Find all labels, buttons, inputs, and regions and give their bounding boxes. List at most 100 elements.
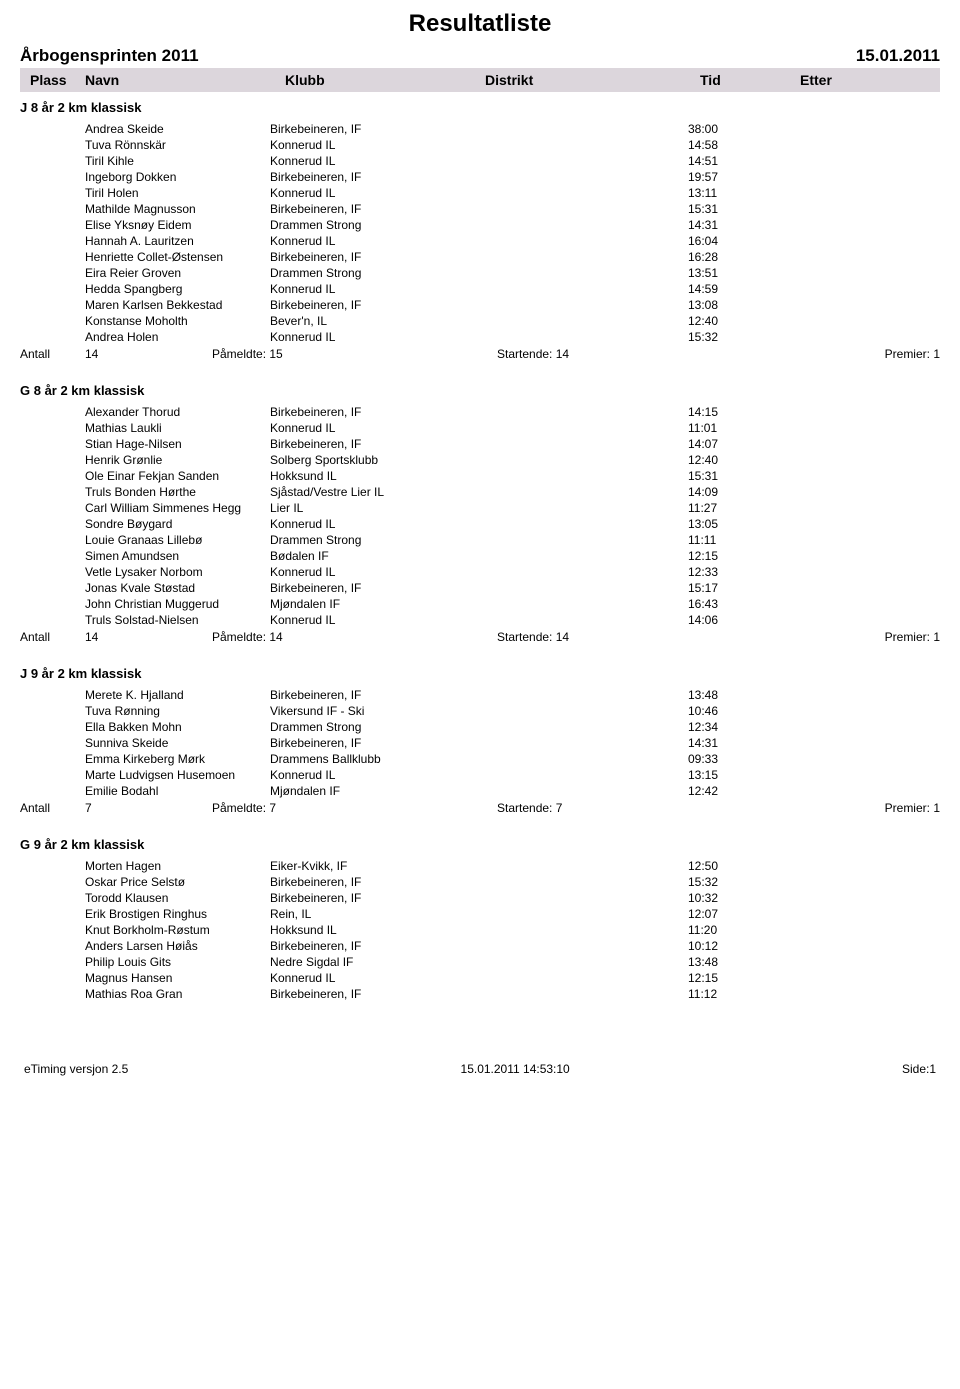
result-club: Konnerud IL	[270, 565, 688, 579]
result-row: Tiril KihleKonnerud IL14:51	[20, 153, 940, 169]
result-name: Stian Hage-Nilsen	[85, 437, 270, 451]
result-row: Marte Ludvigsen HusemoenKonnerud IL13:15	[20, 767, 940, 783]
result-row: Merete K. HjallandBirkebeineren, IF13:48	[20, 687, 940, 703]
result-name: Hannah A. Lauritzen	[85, 234, 270, 248]
result-time: 14:07	[688, 437, 748, 451]
summary-premier: Premier: 1	[877, 630, 940, 644]
result-time: 15:17	[688, 581, 748, 595]
result-club: Birkebeineren, IF	[270, 202, 688, 216]
result-row: Tuva RønningVikersund IF - Ski10:46	[20, 703, 940, 719]
result-time: 12:50	[688, 859, 748, 873]
result-name: Merete K. Hjalland	[85, 688, 270, 702]
footer: eTiming versjon 2.5 15.01.2011 14:53:10 …	[20, 1062, 940, 1076]
result-time: 14:51	[688, 154, 748, 168]
result-row: Morten HagenEiker-Kvikk, IF12:50	[20, 858, 940, 874]
result-row: Mathilde MagnussonBirkebeineren, IF15:31	[20, 201, 940, 217]
result-row: Knut Borkholm-RøstumHokksund IL11:20	[20, 922, 940, 938]
result-time: 10:32	[688, 891, 748, 905]
summary-premier: Premier: 1	[877, 347, 940, 361]
result-name: Simen Amundsen	[85, 549, 270, 563]
result-name: Elise Yksnøy Eidem	[85, 218, 270, 232]
result-club: Konnerud IL	[270, 234, 688, 248]
result-time: 14:15	[688, 405, 748, 419]
result-club: Konnerud IL	[270, 971, 688, 985]
result-row: Mathias Roa GranBirkebeineren, IF11:12	[20, 986, 940, 1002]
result-name: Eira Reier Groven	[85, 266, 270, 280]
header-row: Årbogensprinten 2011 15.01.2011	[20, 46, 940, 66]
result-row: Emma Kirkeberg MørkDrammens Ballklubb09:…	[20, 751, 940, 767]
result-club: Drammen Strong	[270, 533, 688, 547]
result-time: 15:32	[688, 875, 748, 889]
result-time: 14:58	[688, 138, 748, 152]
result-name: Hedda Spangberg	[85, 282, 270, 296]
result-name: Truls Bonden Hørthe	[85, 485, 270, 499]
result-time: 09:33	[688, 752, 748, 766]
result-club: Drammen Strong	[270, 720, 688, 734]
result-club: Birkebeineren, IF	[270, 405, 688, 419]
result-club: Konnerud IL	[270, 282, 688, 296]
subtitle: Årbogensprinten 2011	[20, 46, 199, 66]
result-row: Konstanse MoholthBever'n, IL12:40	[20, 313, 940, 329]
result-name: Sondre Bøygard	[85, 517, 270, 531]
result-row: Tiril HolenKonnerud IL13:11	[20, 185, 940, 201]
page-title: Resultatliste	[20, 10, 940, 38]
result-row: Torodd KlausenBirkebeineren, IF10:32	[20, 890, 940, 906]
footer-page: Side:1	[902, 1062, 936, 1076]
result-row: Ella Bakken MohnDrammen Strong12:34	[20, 719, 940, 735]
summary-antall-label: Antall	[20, 630, 85, 644]
result-row: Jonas Kvale StøstadBirkebeineren, IF15:1…	[20, 580, 940, 596]
result-name: Ingeborg Dokken	[85, 170, 270, 184]
result-club: Drammen Strong	[270, 266, 688, 280]
result-club: Birkebeineren, IF	[270, 298, 688, 312]
result-club: Birkebeineren, IF	[270, 736, 688, 750]
result-club: Birkebeineren, IF	[270, 939, 688, 953]
result-row: Erik Brostigen RinghusRein, IL12:07	[20, 906, 940, 922]
result-row: Maren Karlsen BekkestadBirkebeineren, IF…	[20, 297, 940, 313]
result-time: 14:31	[688, 218, 748, 232]
result-name: Tiril Holen	[85, 186, 270, 200]
summary-row: Antall7Påmeldte: 7Startende: 7Premier: 1	[20, 799, 940, 817]
col-tid: Tid	[700, 72, 800, 88]
result-name: Andrea Holen	[85, 330, 270, 344]
result-club: Bødalen IF	[270, 549, 688, 563]
result-club: Sjåstad/Vestre Lier IL	[270, 485, 688, 499]
col-navn: Navn	[85, 72, 285, 88]
result-row: Truls Bonden HørtheSjåstad/Vestre Lier I…	[20, 484, 940, 500]
result-time: 12:40	[688, 453, 748, 467]
result-name: Tuva Rönnskär	[85, 138, 270, 152]
result-row: Louie Granaas LillebøDrammen Strong11:11	[20, 532, 940, 548]
result-row: Eira Reier GrovenDrammen Strong13:51	[20, 265, 940, 281]
result-club: Hokksund IL	[270, 923, 688, 937]
summary-pameldte: Påmeldte: 15	[212, 347, 497, 361]
result-club: Konnerud IL	[270, 768, 688, 782]
result-row: Sondre BøygardKonnerud IL13:05	[20, 516, 940, 532]
result-name: John Christian Muggerud	[85, 597, 270, 611]
result-time: 14:06	[688, 613, 748, 627]
result-time: 12:33	[688, 565, 748, 579]
result-time: 13:51	[688, 266, 748, 280]
result-row: Alexander ThorudBirkebeineren, IF14:15	[20, 404, 940, 420]
result-time: 15:31	[688, 202, 748, 216]
result-name: Andrea Skeide	[85, 122, 270, 136]
categories-container: J 8 år 2 km klassisk Andrea Skeide Birkebe…	[20, 100, 940, 1002]
result-row: Tuva RönnskärKonnerud IL14:58	[20, 137, 940, 153]
summary-premier: Premier: 1	[877, 801, 940, 815]
result-name: Magnus Hansen	[85, 971, 270, 985]
result-name: Jonas Kvale Støstad	[85, 581, 270, 595]
result-club: Birkebeineren, IF	[270, 688, 688, 702]
result-time: 11:27	[688, 501, 748, 515]
result-row: Ingeborg DokkenBirkebeineren, IF19:57	[20, 169, 940, 185]
result-time: 14:31	[688, 736, 748, 750]
result-name: Vetle Lysaker Norbom	[85, 565, 270, 579]
footer-version: eTiming versjon 2.5	[24, 1062, 128, 1076]
category-title: J 8 år 2 km klassisk	[20, 100, 940, 115]
category-title: J 9 år 2 km klassisk	[20, 666, 940, 681]
summary-antall-label: Antall	[20, 801, 85, 815]
result-name: Ole Einar Fekjan Sanden	[85, 469, 270, 483]
result-club: Hokksund IL	[270, 469, 688, 483]
result-club: Birkebeineren, IF	[270, 987, 688, 1001]
result-time: 13:08	[688, 298, 748, 312]
result-time: 15:32	[688, 330, 748, 344]
result-club: Konnerud IL	[270, 330, 688, 344]
result-name: Mathias Laukli	[85, 421, 270, 435]
